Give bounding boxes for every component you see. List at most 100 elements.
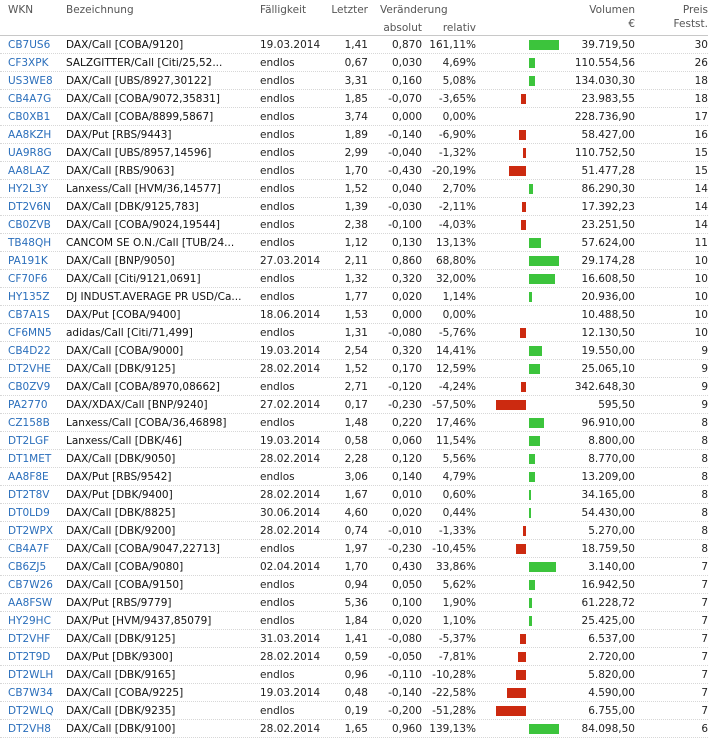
column-header-relativ[interactable]: relativ	[442, 22, 476, 34]
table-row[interactable]: PA2770 DAX/XDAX/Call [BNP/9240] 27.02.2014…	[0, 396, 708, 414]
wkn-link[interactable]: DT2T8V	[8, 489, 50, 501]
volumen-cell: 39.719,50	[581, 39, 635, 51]
table-row[interactable]: AA8LAZ DAX/Call [RBS/9063] endlos 1,70 -0,43…	[0, 162, 708, 180]
wkn-link[interactable]: DT0LD9	[8, 507, 50, 519]
column-header-faelligkeit[interactable]: Fälligkeit	[260, 4, 307, 16]
wkn-link[interactable]: US3WE8	[8, 75, 53, 87]
wkn-link[interactable]: DT2V6N	[8, 201, 51, 213]
wkn-link[interactable]: AA8LAZ	[8, 165, 50, 177]
volumen-cell: 25.425,00	[581, 615, 635, 627]
table-row[interactable]: HY29HC DAX/Put [HVM/9437,85079] endlos 1,84…	[0, 612, 708, 630]
relativ-cell: 5,56%	[442, 453, 476, 465]
table-row[interactable]: AA8KZH DAX/Put [RBS/9443] endlos 1,89 -0,140…	[0, 126, 708, 144]
wkn-link[interactable]: DT2VHE	[8, 363, 51, 375]
wkn-link[interactable]: CB0XB1	[8, 111, 51, 123]
absolut-cell: 0,170	[391, 363, 422, 375]
wkn-link[interactable]: DT2WLH	[8, 669, 54, 681]
wkn-link[interactable]: AA8FSW	[8, 597, 53, 609]
wkn-link[interactable]: CB7US6	[8, 39, 51, 51]
wkn-link[interactable]: DT2LGF	[8, 435, 50, 447]
table-row[interactable]: AA8F8E DAX/Put [RBS/9542] endlos 3,06 0,140 4…	[0, 468, 708, 486]
wkn-link[interactable]: CB4A7G	[8, 93, 52, 105]
relativ-cell: -51,28%	[432, 705, 476, 717]
column-header-wkn[interactable]: WKN	[8, 4, 34, 16]
table-row[interactable]: DT1MET DAX/Call [DBK/9050] 28.02.2014 2,28 0…	[0, 450, 708, 468]
table-row[interactable]: AA8FSW DAX/Put [RBS/9779] endlos 5,36 0,100 1…	[0, 594, 708, 612]
table-row[interactable]: DT2WLQ DAX/Call [DBK/9235] endlos 0,19 -0,20…	[0, 702, 708, 720]
wkn-link[interactable]: PA191K	[8, 255, 48, 267]
letzter-cell: 0,59	[344, 651, 368, 663]
wkn-link[interactable]: UA9R8G	[8, 147, 52, 159]
table-row[interactable]: CB7US6 DAX/Call [COBA/9120] 19.03.2014 1,41…	[0, 36, 708, 54]
table-row[interactable]: CB7W26 DAX/Call [COBA/9150] endlos 0,94 0,05…	[0, 576, 708, 594]
table-row[interactable]: DT2WPX DAX/Call [DBK/9200] 28.02.2014 0,74 -…	[0, 522, 708, 540]
column-header-bezeichnung[interactable]: Bezeichnung	[66, 4, 134, 16]
wkn-link[interactable]: DT1MET	[8, 453, 52, 465]
table-row[interactable]: CB4A7G DAX/Call [COBA/9072,35831] endlos 1,…	[0, 90, 708, 108]
wkn-link[interactable]: AA8F8E	[8, 471, 49, 483]
table-row[interactable]: CB6ZJ5 DAX/Call [COBA/9080] 02.04.2014 1,70…	[0, 558, 708, 576]
wkn-link[interactable]: DT2VH8	[8, 723, 51, 735]
column-header-letzter[interactable]: Letzter	[331, 4, 368, 16]
wkn-link[interactable]: DT2WPX	[8, 525, 54, 537]
table-row[interactable]: CB0ZV9 DAX/Call [COBA/8970,08662] endlos 2,…	[0, 378, 708, 396]
table-row[interactable]: TB48QH CANCOM SE O.N./Call [TUB/24... endl…	[0, 234, 708, 252]
wkn-link[interactable]: CF6MN5	[8, 327, 52, 339]
wkn-link[interactable]: AA8KZH	[8, 129, 52, 141]
table-row[interactable]: CZ158B Lanxess/Call [COBA/36,46898] endlos…	[0, 414, 708, 432]
faelligkeit-cell: 28.02.2014	[260, 723, 321, 735]
wkn-link[interactable]: CB6ZJ5	[8, 561, 47, 573]
wkn-link[interactable]: HY29HC	[8, 615, 51, 627]
wkn-link[interactable]: CB0ZV9	[8, 381, 51, 393]
wkn-link[interactable]: CB4D22	[8, 345, 51, 357]
table-row[interactable]: DT2VHE DAX/Call [DBK/9125] 28.02.2014 1,52 0…	[0, 360, 708, 378]
bezeichnung-cell: DAX/Call [DBK/8825]	[66, 507, 176, 519]
table-row[interactable]: UA9R8G DAX/Call [UBS/8957,14596] endlos 2,9…	[0, 144, 708, 162]
column-header-preis[interactable]: Preis	[682, 4, 708, 16]
wkn-link[interactable]: CF3XPK	[8, 57, 49, 69]
column-header-volumen[interactable]: Volumen	[589, 4, 635, 16]
wkn-link[interactable]: CB0ZVB	[8, 219, 51, 231]
volumen-cell: 8.800,00	[588, 435, 635, 447]
wkn-link[interactable]: HY2L3Y	[8, 183, 48, 195]
table-row[interactable]: CB0XB1 DAX/Call [COBA/8899,5867] endlos 3,7…	[0, 108, 708, 126]
wkn-link[interactable]: HY135Z	[8, 291, 50, 303]
relativ-cell: -1,33%	[438, 525, 476, 537]
wkn-link[interactable]: DT2WLQ	[8, 705, 54, 717]
wkn-link[interactable]: PA2770	[8, 399, 48, 411]
wkn-link[interactable]: DT2VHF	[8, 633, 51, 645]
wkn-link[interactable]: TB48QH	[8, 237, 52, 249]
table-row[interactable]: CF6MN5 adidas/Call [Citi/71,499] endlos 1,3…	[0, 324, 708, 342]
table-row[interactable]: CB0ZVB DAX/Call [COBA/9024,19544] endlos 2,…	[0, 216, 708, 234]
wkn-link[interactable]: CZ158B	[8, 417, 50, 429]
faelligkeit-cell: endlos	[260, 273, 295, 285]
wkn-link[interactable]: CB4A7F	[8, 543, 50, 555]
table-row[interactable]: HY2L3Y Lanxess/Call [HVM/36,14577] endlos 1…	[0, 180, 708, 198]
table-row[interactable]: CF70F6 DAX/Call [Citi/9121,0691] endlos 1,3…	[0, 270, 708, 288]
table-row[interactable]: DT0LD9 DAX/Call [DBK/8825] 30.06.2014 4,60 0…	[0, 504, 708, 522]
table-row[interactable]: DT2WLH DAX/Call [DBK/9165] endlos 0,96 -0,11…	[0, 666, 708, 684]
table-row[interactable]: DT2T9D DAX/Put [DBK/9300] 28.02.2014 0,59 -0…	[0, 648, 708, 666]
wkn-link[interactable]: CF70F6	[8, 273, 48, 285]
table-row[interactable]: DT2V6N DAX/Call [DBK/9125,783] endlos 1,39 -…	[0, 198, 708, 216]
table-row[interactable]: DT2VH8 DAX/Call [DBK/9100] 28.02.2014 1,65 0…	[0, 720, 708, 738]
table-row[interactable]: DT2VHF DAX/Call [DBK/9125] 31.03.2014 1,41 -…	[0, 630, 708, 648]
table-row[interactable]: PA191K DAX/Call [BNP/9050] 27.03.2014 2,11 0…	[0, 252, 708, 270]
table-row[interactable]: CB4A7F DAX/Call [COBA/9047,22713] endlos 1,…	[0, 540, 708, 558]
wkn-link[interactable]: CB7A1S	[8, 309, 50, 321]
preisfeststellungen-cell: 7	[701, 687, 708, 699]
table-row[interactable]: CF3XPK SALZGITTER/Call [Citi/25,52... endl…	[0, 54, 708, 72]
table-row[interactable]: US3WE8 DAX/Call [UBS/8927,30122] endlos 3,3…	[0, 72, 708, 90]
table-row[interactable]: CB7W34 DAX/Call [COBA/9225] 19.03.2014 0,48…	[0, 684, 708, 702]
wkn-link[interactable]: CB7W26	[8, 579, 53, 591]
column-header-absolut[interactable]: absolut	[383, 22, 422, 34]
wkn-link[interactable]: DT2T9D	[8, 651, 51, 663]
table-row[interactable]: CB4D22 DAX/Call [COBA/9000] 19.03.2014 2,54…	[0, 342, 708, 360]
change-bar-negative	[507, 688, 526, 698]
table-row[interactable]: CB7A1S DAX/Put [COBA/9400] 18.06.2014 1,53 0…	[0, 306, 708, 324]
wkn-link[interactable]: CB7W34	[8, 687, 53, 699]
table-row[interactable]: HY135Z DJ INDUST.AVERAGE PR USD/Ca... endl…	[0, 288, 708, 306]
table-row[interactable]: DT2LGF Lanxess/Call [DBK/46] 19.03.2014 0,5…	[0, 432, 708, 450]
table-row[interactable]: DT2T8V DAX/Put [DBK/9400] 28.02.2014 1,67 0,…	[0, 486, 708, 504]
volumen-cell: 6.537,00	[588, 633, 635, 645]
